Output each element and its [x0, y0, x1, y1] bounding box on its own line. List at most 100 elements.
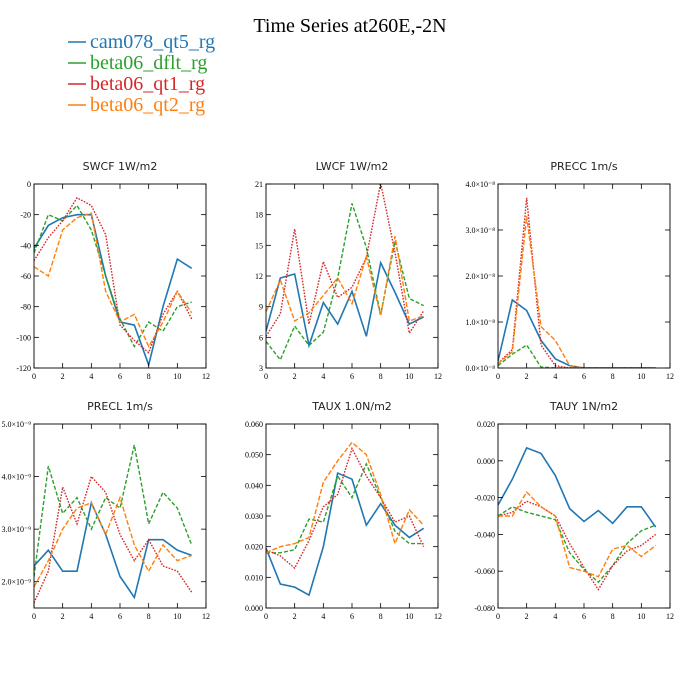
y-tick-label: -60 [20, 272, 31, 281]
y-tick-label: -40 [20, 241, 31, 250]
y-tick-label: 0.050 [245, 451, 263, 460]
y-tick-label: -0.080 [474, 604, 495, 613]
x-tick-label: 12 [434, 372, 442, 381]
x-tick-label: 0 [32, 612, 36, 621]
chart-panels: SWCF 1W/m2 0 2 4 6 8 10 12 -120 -100 -80 -60 -40 -20 0… [1, 160, 674, 621]
y-tick-label: 2.0×10⁻⁸ [465, 272, 495, 281]
x-tick-label: 12 [202, 372, 210, 381]
x-tick-label: 4 [321, 372, 325, 381]
y-tick-label: 0 [27, 180, 31, 189]
series-line-beta06_dflt_rg [498, 344, 656, 368]
series-line-cam078_qt5_rg [498, 446, 657, 528]
legend: cam078_qt5_rgbeta06_dflt_rgbeta06_qt1_rg… [68, 31, 215, 116]
y-tick-label: 0.010 [245, 573, 263, 582]
y-tick-label: 15 [255, 241, 263, 250]
x-tick-label: 8 [611, 612, 615, 621]
chart-panel: TAUX 1.0N/m2 0 2 4 6 8 10 12 0.000 0.010 0.020 0.03… [245, 400, 442, 621]
series-line-cam078_qt5_rg [34, 500, 192, 600]
x-tick-label: 8 [379, 612, 383, 621]
x-tick-label: 6 [118, 372, 122, 381]
y-tick-label: -120 [16, 364, 31, 373]
series-line-beta06_qt1_rg [498, 197, 656, 368]
series-line-beta06_qt1_rg [34, 196, 193, 354]
x-tick-label: 0 [496, 612, 500, 621]
y-tick-label: 6 [259, 333, 263, 342]
y-tick-label: 12 [255, 272, 263, 281]
legend-entry: beta06_qt1_rg [90, 73, 205, 95]
legend-entry: cam078_qt5_rg [90, 31, 215, 53]
legend-entry: beta06_dflt_rg [90, 52, 207, 74]
x-tick-label: 0 [32, 372, 36, 381]
panel-title: TAUX 1.0N/m2 [311, 400, 392, 413]
x-tick-label: 0 [264, 372, 268, 381]
plot-frame [497, 423, 671, 609]
y-tick-label: 0.000 [245, 604, 263, 613]
y-tick-label: 21 [255, 180, 263, 189]
x-tick-label: 8 [147, 612, 151, 621]
y-tick-label: 3.0×10⁻⁸ [465, 226, 495, 235]
x-tick-label: 10 [405, 372, 413, 381]
plot-frame [265, 183, 439, 369]
panel-title: TAUY 1N/m2 [549, 400, 618, 413]
y-tick-label: 0.040 [245, 481, 263, 490]
x-tick-label: 12 [666, 612, 674, 621]
x-tick-label: 8 [611, 372, 615, 381]
y-tick-label: 18 [255, 211, 263, 220]
plot-frame [265, 423, 439, 609]
chart-panel: PRECC 1m/s 0 2 4 6 8 10 12 0.0×10⁻⁸ 1.0×10⁻⁸ 2.0×1… [465, 160, 674, 381]
y-tick-label: 0.020 [477, 420, 495, 429]
x-tick-label: 2 [61, 372, 65, 381]
y-tick-label: 9 [259, 303, 263, 312]
y-tick-label: -20 [20, 211, 31, 220]
plot-frame [497, 183, 671, 369]
plot-frame [33, 423, 207, 609]
series-line-beta06_qt1_rg [266, 184, 425, 337]
x-tick-label: 2 [293, 612, 297, 621]
x-tick-label: 6 [582, 612, 586, 621]
series-line-beta06_qt2_rg [266, 236, 424, 323]
y-tick-label: 0.060 [245, 420, 263, 429]
x-tick-label: 10 [173, 612, 181, 621]
series-line-beta06_dflt_rg [266, 462, 424, 554]
panel-title: LWCF 1W/m2 [316, 160, 389, 173]
x-tick-label: 4 [553, 612, 557, 621]
series-line-cam078_qt5_rg [266, 260, 425, 349]
y-tick-label: 0.0×10⁻⁸ [465, 364, 495, 373]
y-tick-label: -100 [16, 333, 31, 342]
x-tick-label: 6 [350, 612, 354, 621]
x-tick-label: 12 [434, 612, 442, 621]
y-tick-label: 4.0×10⁻⁹ [1, 473, 31, 482]
x-tick-label: 10 [637, 372, 645, 381]
plot-frame [33, 183, 207, 369]
series-line-beta06_qt1_rg [266, 446, 425, 570]
series-line-cam078_qt5_rg [34, 213, 193, 368]
x-tick-label: 4 [89, 372, 93, 381]
series-line-beta06_dflt_rg [34, 204, 192, 348]
y-tick-label: -0.060 [474, 567, 495, 576]
y-tick-label: 2.0×10⁻⁹ [1, 578, 31, 587]
x-tick-label: 0 [496, 372, 500, 381]
y-tick-label: 5.0×10⁻⁹ [1, 420, 31, 429]
y-tick-label: 0.020 [245, 543, 263, 552]
series-line-beta06_qt2_rg [34, 495, 192, 588]
x-tick-label: 4 [553, 372, 557, 381]
y-tick-label: -80 [20, 303, 31, 312]
series-line-beta06_dflt_rg [498, 506, 656, 584]
x-tick-label: 10 [405, 612, 413, 621]
x-tick-label: 10 [637, 612, 645, 621]
x-tick-label: 2 [525, 612, 529, 621]
x-tick-label: 2 [525, 372, 529, 381]
x-tick-label: 6 [582, 372, 586, 381]
panel-title: SWCF 1W/m2 [83, 160, 158, 173]
x-tick-label: 12 [202, 612, 210, 621]
panel-title: PRECC 1m/s [550, 160, 618, 173]
y-tick-label: 1.0×10⁻⁸ [465, 318, 495, 327]
series-line-cam078_qt5_rg [266, 471, 425, 597]
x-tick-label: 10 [173, 372, 181, 381]
series-line-beta06_qt2_rg [498, 216, 656, 368]
x-tick-label: 4 [89, 612, 93, 621]
y-tick-label: -0.020 [474, 494, 495, 503]
chart-panel: LWCF 1W/m2 0 2 4 6 8 10 12 3 6 9 12 15 18 21 [255, 160, 442, 381]
x-tick-label: 2 [61, 612, 65, 621]
